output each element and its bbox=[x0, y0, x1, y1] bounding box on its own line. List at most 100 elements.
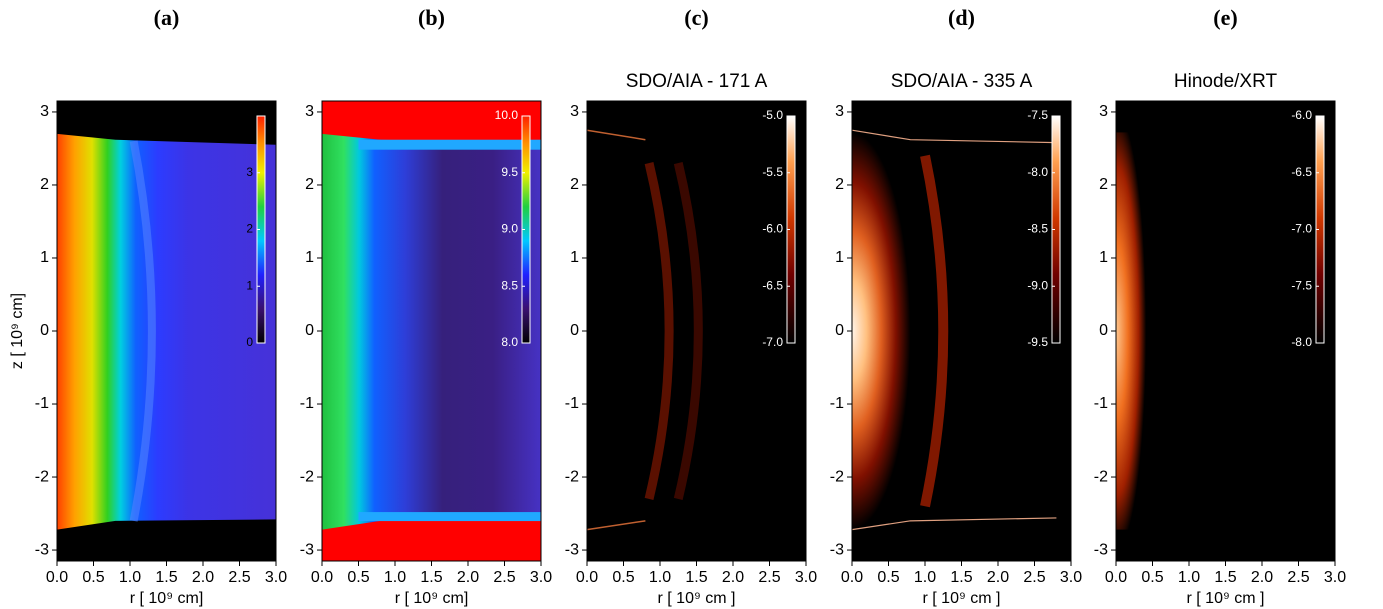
colorbar-tick-label: 9.5 bbox=[501, 165, 518, 179]
y-tick-label: -3 bbox=[830, 541, 844, 558]
colorbar-tick-label: 8.5 bbox=[501, 278, 518, 292]
colorbar-tick-label: -9.5 bbox=[1027, 335, 1048, 349]
colorbar-tick-label: -5.0 bbox=[762, 108, 783, 122]
y-tick-label: -1 bbox=[300, 395, 314, 412]
colorbar-tick-label: 10.0 bbox=[495, 108, 519, 122]
x-tick-label: 1.0 bbox=[384, 569, 406, 586]
y-tick-label: 1 bbox=[1099, 249, 1108, 266]
x-axis-label: r [ 10⁹ cm ] bbox=[923, 590, 1001, 607]
colorbar-tick-label: 0 bbox=[246, 335, 253, 349]
field-arc bbox=[644, 162, 674, 500]
x-tick-label: 0.5 bbox=[1141, 569, 1163, 586]
panel-label: (d) bbox=[948, 5, 975, 30]
x-tick-label: 2.5 bbox=[758, 569, 780, 586]
y-tick-label: 0 bbox=[570, 322, 579, 339]
y-tick-label: -3 bbox=[565, 541, 579, 558]
x-tick-label: 2.0 bbox=[192, 569, 214, 586]
field-edge bbox=[851, 129, 1057, 144]
x-tick-label: 3.0 bbox=[795, 569, 817, 586]
x-tick-label: 2.0 bbox=[987, 569, 1009, 586]
colorbar-tick-label: -8.0 bbox=[1027, 165, 1048, 179]
colorbar-tick-label: -7.0 bbox=[1291, 222, 1312, 236]
colorbar-tick-label: 4 bbox=[246, 108, 253, 122]
panel bbox=[57, 101, 276, 561]
colorbar-tick-label: 2 bbox=[246, 222, 253, 236]
x-tick-label: 1.5 bbox=[420, 569, 442, 586]
panel bbox=[1116, 101, 1335, 561]
colorbar-tick-label: 3 bbox=[246, 165, 253, 179]
x-tick-label: 1.5 bbox=[155, 569, 177, 586]
y-tick-label: 3 bbox=[305, 103, 314, 120]
x-tick-label: 2.0 bbox=[722, 569, 744, 586]
x-tick-label: 0.5 bbox=[877, 569, 899, 586]
y-tick-label: 2 bbox=[40, 176, 49, 193]
y-tick-label: 1 bbox=[570, 249, 579, 266]
x-axis-label: r [ 10⁹ cm ] bbox=[1187, 590, 1265, 607]
panel-title: SDO/AIA - 335 A bbox=[891, 71, 1033, 92]
panel-title: Hinode/XRT bbox=[1174, 71, 1278, 92]
x-tick-label: 2.5 bbox=[1023, 569, 1045, 586]
x-tick-label: 1.0 bbox=[649, 569, 671, 586]
y-tick-label: 2 bbox=[835, 176, 844, 193]
colorbar-tick-label: -6.0 bbox=[1291, 108, 1312, 122]
x-tick-label: 2.5 bbox=[1287, 569, 1309, 586]
y-tick-label: 3 bbox=[40, 103, 49, 120]
field-image bbox=[322, 133, 541, 530]
x-tick-label: 3.0 bbox=[530, 569, 552, 586]
x-axis-label: r [ 10⁹ cm] bbox=[130, 590, 204, 607]
x-axis-label: r [ 10⁹ cm] bbox=[395, 590, 469, 607]
x-tick-label: 0.5 bbox=[82, 569, 104, 586]
colorbar-tick-label: -8.0 bbox=[1291, 335, 1312, 349]
colorbar-tick-label: -9.0 bbox=[1027, 278, 1048, 292]
field-edge bbox=[586, 129, 646, 141]
x-tick-label: 3.0 bbox=[265, 569, 287, 586]
colorbar-tick-label: 1 bbox=[246, 278, 253, 292]
panel bbox=[322, 101, 541, 561]
y-tick-label: 3 bbox=[1099, 103, 1108, 120]
panel-title: SDO/AIA - 171 A bbox=[626, 71, 768, 92]
field-image bbox=[852, 132, 969, 530]
x-tick-label: 1.0 bbox=[119, 569, 141, 586]
y-tick-label: 2 bbox=[305, 176, 314, 193]
y-tick-label: -2 bbox=[830, 468, 844, 485]
y-tick-label: 3 bbox=[570, 103, 579, 120]
y-tick-label: 0 bbox=[40, 322, 49, 339]
field-arc bbox=[920, 154, 949, 508]
x-tick-label: 2.5 bbox=[228, 569, 250, 586]
x-tick-label: 1.5 bbox=[1214, 569, 1236, 586]
colorbar-tick-label: 8.0 bbox=[501, 335, 518, 349]
panel bbox=[586, 101, 806, 561]
y-tick-label: -3 bbox=[300, 541, 314, 558]
y-tick-label: 0 bbox=[835, 322, 844, 339]
x-axis-label: r [ 10⁹ cm ] bbox=[658, 590, 736, 607]
field-band bbox=[358, 512, 541, 522]
field-arc bbox=[129, 140, 156, 522]
colorbar-tick-label: -6.5 bbox=[762, 278, 783, 292]
x-tick-label: 0.0 bbox=[311, 569, 333, 586]
y-tick-label: -2 bbox=[565, 468, 579, 485]
panel bbox=[851, 101, 1071, 561]
y-tick-label: 1 bbox=[40, 249, 49, 266]
x-tick-label: 0.5 bbox=[347, 569, 369, 586]
y-tick-label: -1 bbox=[565, 395, 579, 412]
field-band bbox=[358, 139, 541, 150]
x-tick-label: 2.5 bbox=[493, 569, 515, 586]
x-tick-label: 2.0 bbox=[1251, 569, 1273, 586]
field-image bbox=[57, 133, 276, 530]
y-tick-label: 0 bbox=[305, 322, 314, 339]
panel-label: (b) bbox=[418, 5, 445, 30]
x-tick-label: 0.0 bbox=[841, 569, 863, 586]
panel-label: (a) bbox=[154, 5, 180, 30]
x-tick-label: 3.0 bbox=[1060, 569, 1082, 586]
y-tick-label: 2 bbox=[1099, 176, 1108, 193]
field-edge bbox=[851, 517, 1057, 531]
panel-label: (e) bbox=[1213, 5, 1237, 30]
x-tick-label: 0.0 bbox=[576, 569, 598, 586]
y-tick-label: 2 bbox=[570, 176, 579, 193]
y-tick-label: 3 bbox=[835, 103, 844, 120]
x-tick-label: 3.0 bbox=[1324, 569, 1346, 586]
x-tick-label: 1.5 bbox=[685, 569, 707, 586]
y-tick-label: 1 bbox=[835, 249, 844, 266]
y-tick-label: -3 bbox=[1094, 541, 1108, 558]
